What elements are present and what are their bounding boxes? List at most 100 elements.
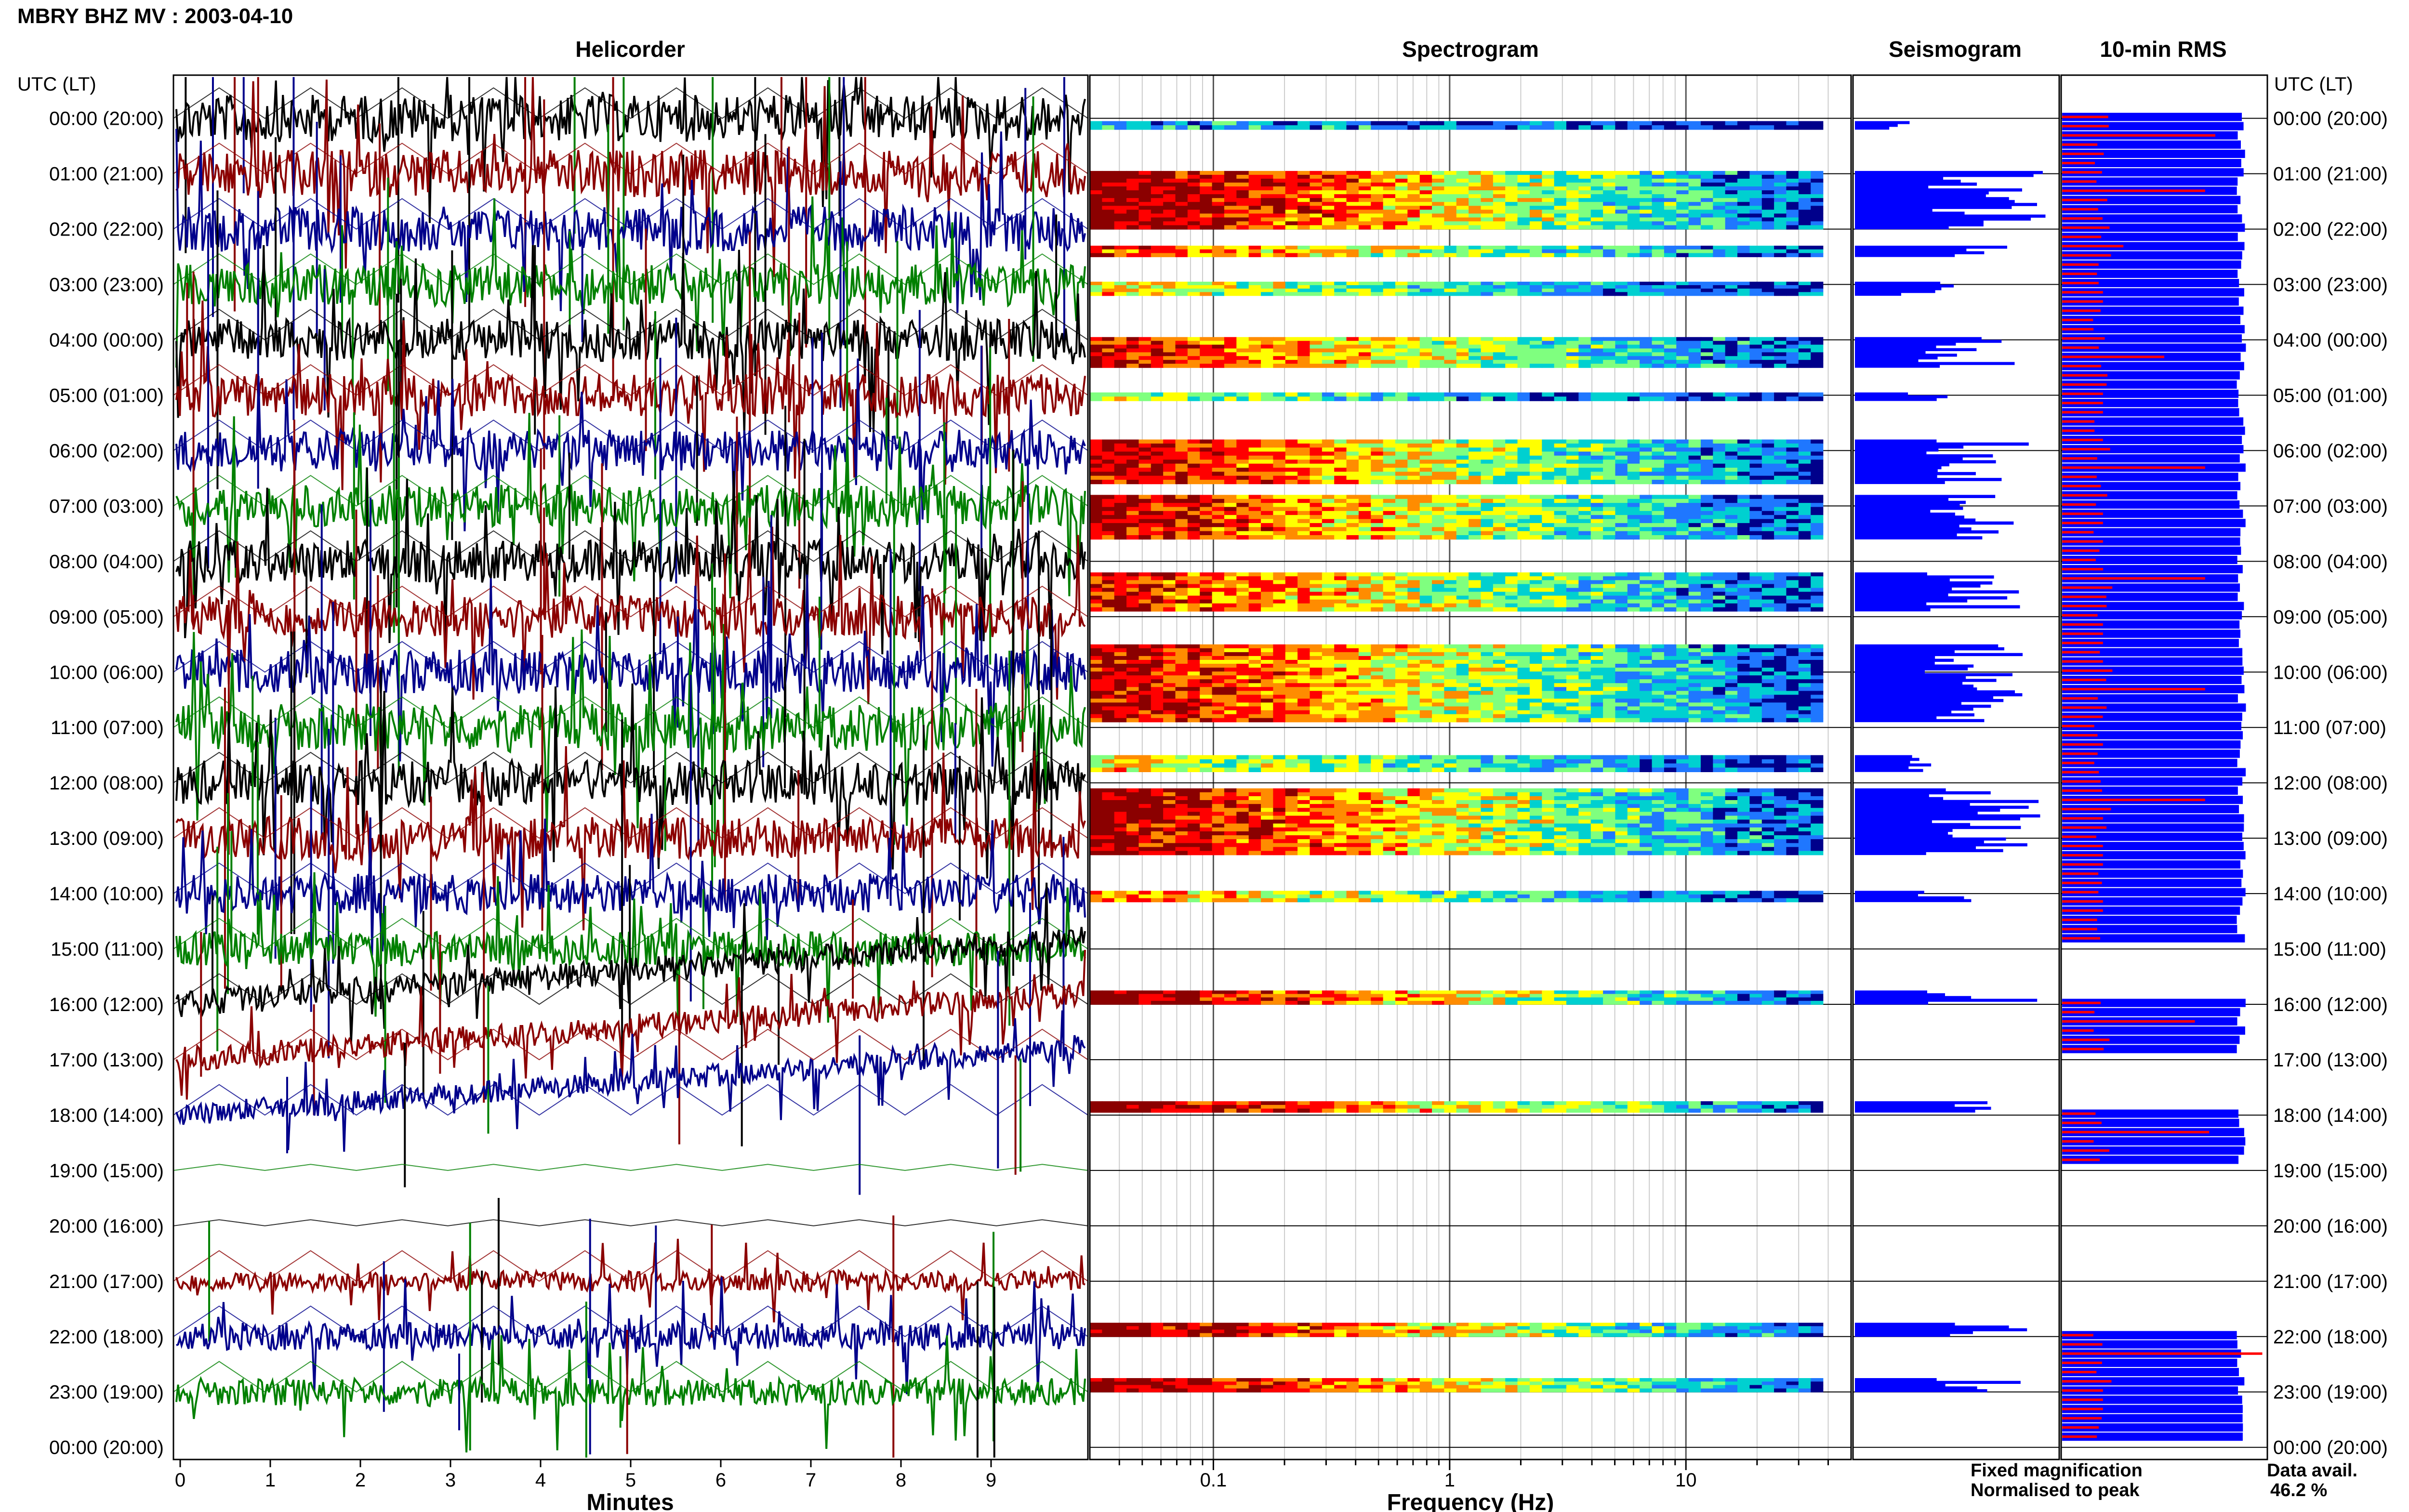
spectrogram-cell	[1456, 480, 1469, 485]
spectrogram-cell	[1725, 183, 1738, 187]
spectrogram-cell	[1517, 344, 1530, 349]
spectrogram-cell	[1664, 652, 1677, 657]
spectrogram-cell	[1529, 451, 1543, 456]
spectrogram-cell	[1603, 592, 1616, 596]
spectrogram-cell	[1358, 475, 1372, 480]
spectrogram-cell	[1554, 178, 1567, 183]
spectrogram-cell	[1444, 535, 1457, 540]
spectrogram-cell	[1737, 572, 1750, 577]
spectrogram-cell	[1578, 174, 1591, 179]
spectrogram-cell	[1432, 364, 1445, 368]
spectrogram-cell	[1395, 572, 1408, 577]
spectrogram-cell	[1737, 668, 1750, 672]
spectrogram-cell	[1297, 396, 1310, 401]
spectrogram-cell	[1664, 580, 1677, 585]
spectrogram-cell	[1676, 249, 1689, 254]
spectrogram-cell	[1737, 289, 1750, 293]
spectrogram-cell	[1737, 679, 1750, 684]
spectrogram-cell	[1725, 607, 1738, 612]
spectrogram-cell	[1419, 249, 1432, 254]
helicorder-xtick-label: 7	[806, 1470, 816, 1491]
spectrogram-cell	[1481, 360, 1494, 364]
spectrogram-cell	[1700, 337, 1714, 342]
spectrogram-cell	[1419, 499, 1432, 503]
spectrogram-cell	[1261, 221, 1274, 226]
spectrogram-cell	[1395, 396, 1408, 401]
spectrogram-cell	[1542, 360, 1555, 364]
spectrogram-cell	[1578, 186, 1591, 191]
spectrogram-cell	[1493, 213, 1506, 218]
spectrogram-cell	[1432, 664, 1445, 668]
spectrogram-cell	[1774, 515, 1787, 520]
spectrogram-cell	[1090, 439, 1103, 444]
spectrogram-cell	[1273, 171, 1286, 175]
spectrogram-cell	[1578, 190, 1591, 195]
spectrogram-cell	[1529, 253, 1543, 257]
spectrogram-cell	[1126, 664, 1139, 668]
spectrogram-cell	[1505, 595, 1518, 600]
spectrogram-cell	[1212, 607, 1225, 612]
spectrogram-cell	[1346, 246, 1359, 250]
spectrogram-cell	[1200, 202, 1213, 207]
spectrogram-cell	[1456, 337, 1469, 342]
spectrogram-cell	[1774, 648, 1787, 653]
spectrogram-cell	[1090, 467, 1103, 473]
spectrogram-cell	[1187, 178, 1201, 183]
spectrogram-cell	[1090, 580, 1103, 585]
spectrogram-cell	[1358, 190, 1372, 195]
spectrogram-cell	[1285, 495, 1298, 500]
spectrogram-cell	[1676, 198, 1689, 203]
spectrogram-cell	[1749, 178, 1762, 183]
spectrogram-cell	[1395, 253, 1408, 257]
spectrogram-cell	[1138, 186, 1152, 191]
spectrogram-cell	[1517, 352, 1530, 357]
spectrogram-cell	[1456, 507, 1469, 512]
spectrogram-cell	[1236, 121, 1249, 126]
spectrogram-cell	[1688, 352, 1701, 357]
spectrogram-cell	[1603, 584, 1616, 589]
spectrogram-cell	[1469, 198, 1482, 203]
spectrogram-cell	[1395, 249, 1408, 254]
spectrogram-cell	[1517, 121, 1530, 126]
spectrogram-cell	[1407, 174, 1420, 179]
spectrogram-cell	[1358, 588, 1372, 592]
spectrogram-cell	[1761, 531, 1774, 536]
spectrogram-cell	[1749, 183, 1762, 187]
spectrogram-cell	[1774, 592, 1787, 596]
spectrogram-cell	[1175, 659, 1188, 664]
spectrogram-cell	[1432, 292, 1445, 296]
spectrogram-cell	[1517, 289, 1530, 293]
spectrogram-cell	[1713, 285, 1726, 289]
spectrogram-cell	[1615, 652, 1628, 657]
spectrogram-cell	[1725, 659, 1738, 664]
spectrogram-cell	[1652, 281, 1665, 286]
spectrogram-cell	[1297, 253, 1310, 257]
spectrogram-cell	[1798, 292, 1811, 296]
spectrogram-cell	[1090, 289, 1103, 293]
spectrogram-cell	[1811, 668, 1824, 672]
spectrogram-cell	[1652, 495, 1665, 500]
spectrogram-cell	[1200, 249, 1213, 254]
spectrogram-cell	[1310, 671, 1323, 676]
spectrogram-cell	[1505, 472, 1518, 476]
spectrogram-cell	[1505, 671, 1518, 676]
spectrogram-cell	[1432, 668, 1445, 672]
spectrogram-cell	[1456, 206, 1469, 210]
spectrogram-cell	[1700, 679, 1714, 684]
spectrogram-cell	[1664, 447, 1677, 452]
spectrogram-cell	[1676, 171, 1689, 175]
spectrogram-cell	[1444, 281, 1457, 286]
spectrogram-cell	[1798, 535, 1811, 540]
spectrogram-cell	[1187, 659, 1201, 664]
spectrogram-cell	[1700, 460, 1714, 464]
spectrogram-cell	[1688, 281, 1701, 286]
spectrogram-cell	[1664, 515, 1677, 520]
spectrogram-cell	[1578, 467, 1591, 473]
spectrogram-cell	[1725, 576, 1738, 581]
spectrogram-cell	[1554, 186, 1567, 191]
spectrogram-cell	[1334, 210, 1347, 214]
spectrogram-cell	[1090, 671, 1103, 676]
spectrogram-cell	[1481, 580, 1494, 585]
spectrogram-cell	[1444, 190, 1457, 195]
spectrogram-cell	[1407, 337, 1420, 342]
